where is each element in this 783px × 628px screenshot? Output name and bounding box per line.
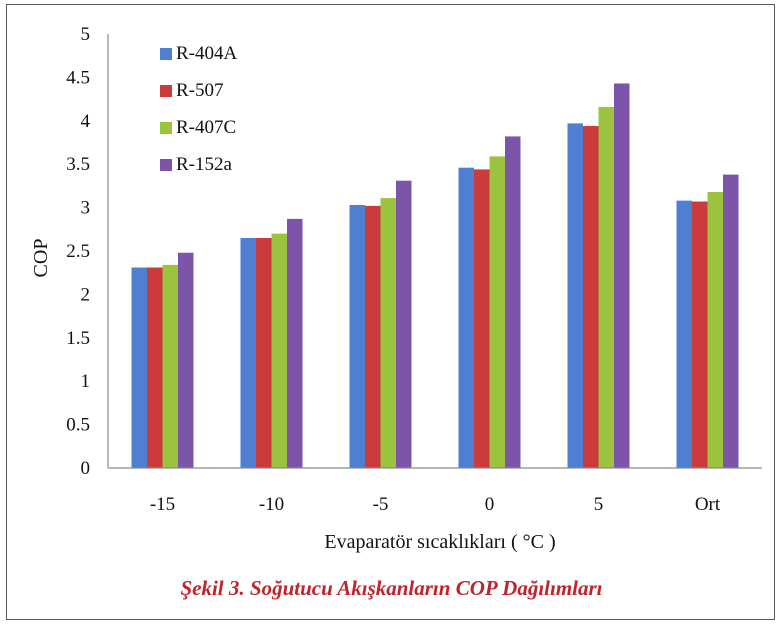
bar-r-404a--10 — [240, 237, 256, 468]
bar-r-152a-5 — [614, 83, 630, 468]
y-axis-title: COP — [30, 239, 52, 278]
bars-group — [131, 83, 739, 469]
bar-r-507-ort — [692, 201, 708, 469]
bar-r-407c-5 — [598, 106, 614, 469]
bar-r-404a-5 — [567, 123, 583, 469]
bar-r-407c--15 — [162, 264, 178, 468]
y-tick-label: 3 — [81, 198, 91, 219]
bar-r-152a--5 — [396, 180, 412, 468]
legend-label: R-152a — [176, 154, 233, 175]
x-tick-label: -15 — [150, 494, 175, 515]
bar-r-404a--5 — [349, 204, 365, 468]
y-axis-ticks: 0 0.5 1 1.5 2 2.5 3 3.5 4 4.5 5 — [66, 24, 90, 479]
legend-swatch — [160, 48, 172, 60]
y-tick-label: 1.5 — [66, 328, 90, 349]
bar-r-404a-ort — [676, 200, 692, 468]
x-tick-label: -5 — [373, 494, 389, 515]
legend-swatch — [160, 122, 172, 134]
bar-r-507--5 — [365, 205, 381, 468]
bar-r-404a--15 — [131, 267, 147, 468]
y-tick-label: 2 — [81, 284, 91, 305]
bar-r-507-5 — [583, 126, 599, 469]
y-tick-label: 3.5 — [66, 154, 90, 175]
x-tick-label: 5 — [594, 494, 604, 515]
y-tick-label: 0.5 — [66, 415, 90, 436]
legend-swatch — [160, 85, 172, 97]
bar-r-407c-ort — [707, 191, 723, 468]
x-tick-label: 0 — [485, 494, 495, 515]
bar-r-152a-0 — [505, 136, 521, 468]
axes — [107, 34, 762, 469]
bar-r-152a--10 — [287, 218, 303, 468]
legend-label: R-507 — [176, 80, 224, 101]
y-tick-label: 5 — [81, 24, 91, 45]
x-axis-title: Evaparatör sıcaklıkları ( °C ) — [324, 531, 555, 553]
legend: R-404A R-507 R-407C R-152a — [160, 43, 238, 175]
x-tick-label: Ort — [695, 494, 721, 515]
y-tick-label: 4 — [81, 111, 91, 132]
bar-r-152a--15 — [178, 252, 194, 468]
bar-r-407c-0 — [489, 156, 505, 468]
bar-r-407c--10 — [271, 233, 287, 468]
legend-swatch — [160, 159, 172, 171]
bar-r-404a-0 — [458, 167, 474, 468]
bar-r-152a-ort — [723, 174, 739, 468]
bar-r-407c--5 — [380, 198, 396, 468]
y-tick-label: 2.5 — [66, 241, 90, 262]
legend-label: R-404A — [176, 43, 238, 64]
bar-r-507--10 — [256, 237, 272, 468]
bar-r-507-0 — [474, 169, 490, 468]
y-tick-label: 1 — [81, 371, 91, 392]
legend-label: R-407C — [176, 117, 236, 138]
y-tick-label: 4.5 — [66, 67, 90, 88]
figure-caption: Şekil 3. Soğutucu Akışkanların COP Dağıl… — [180, 576, 603, 600]
bar-r-507--15 — [147, 267, 163, 468]
x-tick-label: -10 — [259, 494, 284, 515]
y-tick-label: 0 — [81, 458, 91, 479]
x-axis-ticks: -15 -10 -5 0 5 Ort — [150, 494, 721, 515]
